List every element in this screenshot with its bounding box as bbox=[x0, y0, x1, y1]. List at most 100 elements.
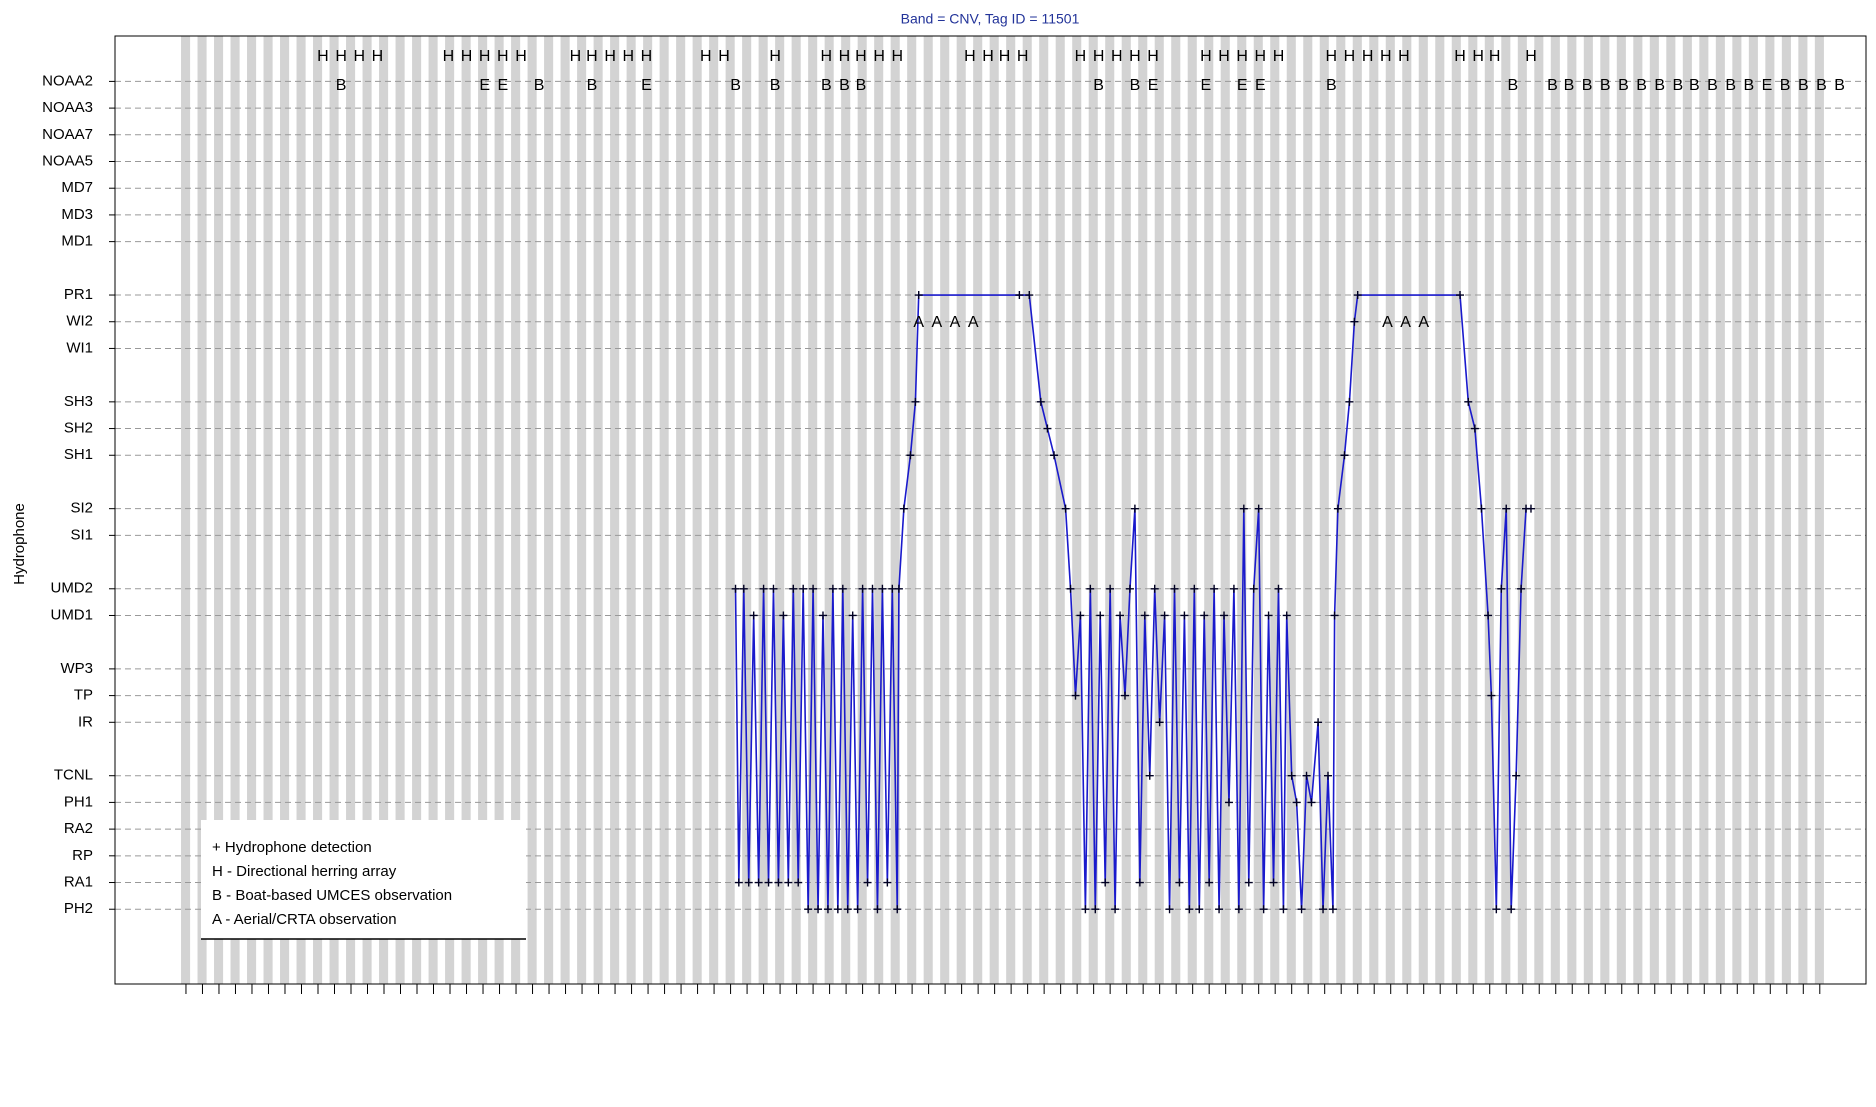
detection-point bbox=[853, 905, 862, 914]
detection-point bbox=[1234, 905, 1243, 914]
annotation-letter: B bbox=[770, 77, 781, 94]
annotation-letter: E bbox=[1762, 77, 1773, 94]
annotation-letter: E bbox=[497, 77, 508, 94]
detection-point bbox=[1249, 584, 1258, 593]
day-stripe bbox=[973, 36, 983, 984]
annotation-letter: H bbox=[821, 48, 833, 65]
annotation-letter: H bbox=[1093, 48, 1105, 65]
annotation-letter: B bbox=[821, 77, 832, 94]
annotation-letter: A bbox=[968, 314, 979, 331]
detection-point bbox=[804, 905, 813, 914]
annotation-letter: B bbox=[1673, 77, 1684, 94]
detection-point bbox=[1025, 291, 1034, 300]
annotation-letter: B bbox=[1816, 77, 1827, 94]
annotation-letter: H bbox=[461, 48, 473, 65]
annotation-letter: H bbox=[515, 48, 527, 65]
day-stripe bbox=[197, 36, 207, 984]
detection-point bbox=[1497, 584, 1506, 593]
legend: + Hydrophone detection H - Directional he… bbox=[201, 820, 526, 940]
detection-point bbox=[1340, 451, 1349, 460]
day-stripe bbox=[461, 36, 471, 984]
detection-point bbox=[899, 504, 908, 513]
detection-point bbox=[1507, 905, 1516, 914]
day-stripe bbox=[445, 36, 455, 984]
annotation-letter: H bbox=[335, 48, 347, 65]
y-tick-label: NOAA2 bbox=[42, 72, 93, 89]
detection-point bbox=[1036, 397, 1045, 406]
y-tick-label: SH1 bbox=[64, 446, 93, 463]
day-stripe bbox=[1303, 36, 1313, 984]
y-tick-label: UMD1 bbox=[50, 606, 93, 623]
y-tick-label: SI1 bbox=[70, 526, 93, 543]
detection-point bbox=[1502, 504, 1511, 513]
annotation-letter: A bbox=[950, 314, 961, 331]
detection-point bbox=[893, 905, 902, 914]
detection-point bbox=[1121, 691, 1129, 700]
day-stripe bbox=[1055, 36, 1065, 984]
detection-point bbox=[1190, 584, 1199, 593]
detection-point bbox=[1160, 611, 1169, 620]
detection-point bbox=[744, 878, 753, 887]
day-stripe bbox=[428, 36, 438, 984]
annotation-letter: E bbox=[1255, 77, 1266, 94]
day-stripe bbox=[1237, 36, 1247, 984]
detection-point bbox=[1066, 584, 1075, 593]
day-stripe bbox=[907, 36, 917, 984]
legend-entry: A - Aerial/CRTA observation bbox=[212, 911, 397, 928]
detection-point bbox=[1464, 397, 1473, 406]
detection-point bbox=[1145, 771, 1154, 780]
annotation-letter: A bbox=[1400, 314, 1411, 331]
y-tick-label: PH2 bbox=[64, 900, 93, 917]
day-stripe bbox=[560, 36, 570, 984]
detection-point bbox=[749, 611, 758, 620]
annotation-letter: E bbox=[1148, 77, 1159, 94]
detection-point bbox=[1200, 611, 1209, 620]
detection-point bbox=[858, 584, 867, 593]
y-tick-label: WI2 bbox=[66, 313, 93, 330]
annotation-letter: H bbox=[443, 48, 455, 65]
annotation-letter: E bbox=[479, 77, 490, 94]
day-stripe bbox=[379, 36, 389, 984]
day-stripe bbox=[1121, 36, 1131, 984]
detection-point bbox=[843, 905, 852, 914]
annotation-letter: B bbox=[1654, 77, 1665, 94]
detection-point bbox=[818, 611, 827, 620]
annotation-letter: H bbox=[317, 48, 329, 65]
detection-point bbox=[1345, 397, 1354, 406]
detection-point bbox=[1229, 584, 1238, 593]
detection-point bbox=[1319, 905, 1328, 914]
day-stripe bbox=[1418, 36, 1428, 984]
day-stripe bbox=[692, 36, 702, 984]
annotation-letter: H bbox=[855, 48, 867, 65]
annotation-letter: B bbox=[1130, 77, 1141, 94]
detection-point bbox=[906, 451, 915, 460]
day-stripe bbox=[1138, 36, 1148, 984]
detection-point bbox=[1314, 718, 1323, 727]
detection-point bbox=[833, 905, 842, 914]
detection-point bbox=[764, 878, 773, 887]
annotation-letter: B bbox=[1547, 77, 1558, 94]
day-stripe bbox=[857, 36, 867, 984]
detection-point bbox=[784, 878, 793, 887]
day-stripe bbox=[1699, 36, 1709, 984]
detection-point bbox=[1274, 584, 1283, 593]
detection-point bbox=[799, 584, 808, 593]
detection-point bbox=[1101, 878, 1110, 887]
detection-point bbox=[739, 584, 748, 593]
day-stripe bbox=[874, 36, 884, 984]
detection-point bbox=[1175, 878, 1184, 887]
plot-frame bbox=[114, 35, 1867, 985]
annotation-letter: H bbox=[372, 48, 384, 65]
detection-point bbox=[1220, 611, 1229, 620]
detection-point bbox=[1350, 317, 1359, 326]
detection-point bbox=[1330, 611, 1339, 620]
legend-entry: B - Boat-based UMCES observation bbox=[212, 887, 452, 904]
annotation-letter: H bbox=[982, 48, 994, 65]
annotation-letter: H bbox=[1398, 48, 1410, 65]
detection-point bbox=[731, 584, 740, 593]
detection-point bbox=[1259, 905, 1268, 914]
detection-point bbox=[1015, 291, 1024, 300]
annotation-letter: H bbox=[1200, 48, 1212, 65]
annotation-letter: H bbox=[1380, 48, 1392, 65]
detection-point bbox=[878, 584, 887, 593]
